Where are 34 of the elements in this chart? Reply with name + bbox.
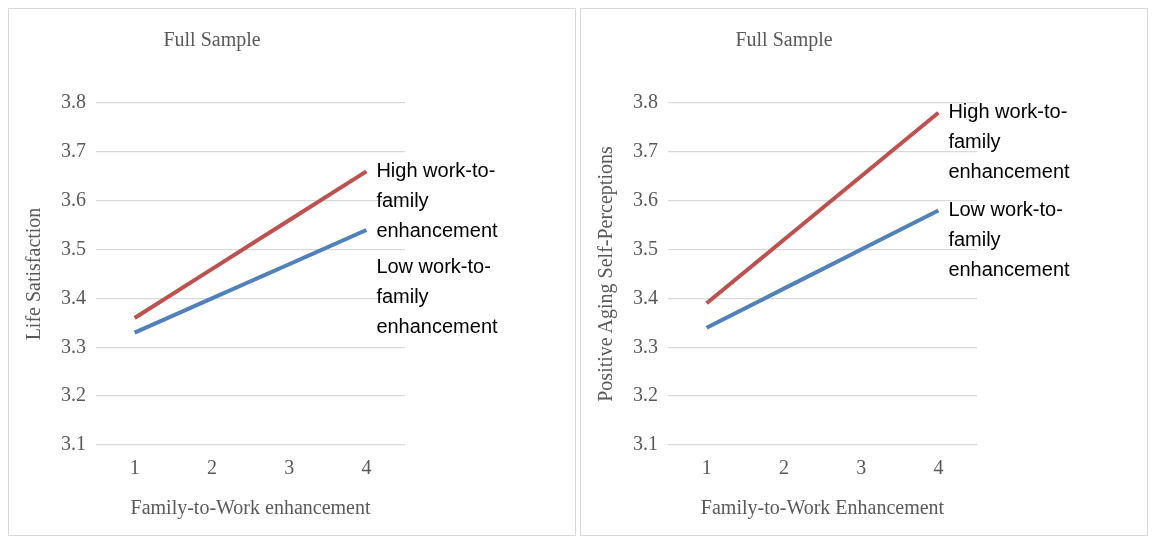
- x-tick-label: 4: [361, 456, 372, 479]
- y-tick-label: 3.2: [633, 383, 658, 406]
- y-axis-title: Life Satisfaction: [22, 207, 45, 341]
- y-tick-label: 3.8: [633, 90, 658, 113]
- y-tick-label: 3.8: [61, 90, 86, 113]
- y-tick-label: 3.5: [633, 236, 658, 259]
- y-tick-label: 3.4: [61, 285, 86, 308]
- y-tick-label: 3.3: [633, 334, 658, 357]
- x-tick-label: 1: [701, 456, 712, 479]
- y-tick-label: 3.3: [61, 334, 86, 357]
- y-tick-label: 3.7: [61, 139, 86, 162]
- y-tick-label: 3.6: [61, 187, 86, 210]
- series-label: High work-to-family enhancement: [948, 100, 1071, 183]
- series-label: High work-to-family enhancement: [376, 158, 499, 241]
- y-tick-label: 3.2: [61, 383, 86, 406]
- chart-title: Full Sample: [163, 28, 261, 52]
- x-axis-title: Family-to-Work enhancement: [130, 496, 371, 520]
- x-axis-title: Family-to-Work Enhancement: [700, 496, 945, 520]
- series-label: Low work-to-family enhancement: [376, 254, 499, 337]
- y-tick-label: 3.7: [633, 139, 658, 162]
- series-label: Low work-to-family enhancement: [948, 198, 1071, 280]
- y-tick-label: 3.1: [61, 432, 86, 455]
- x-tick-label: 2: [206, 456, 217, 479]
- x-tick-label: 2: [778, 456, 789, 479]
- x-tick-label: 3: [856, 456, 867, 479]
- y-axis-title: Positive Aging Self-Perceptions: [594, 146, 618, 402]
- x-tick-label: 1: [129, 456, 140, 479]
- x-tick-label: 3: [284, 456, 295, 479]
- y-tick-label: 3.5: [61, 236, 86, 259]
- chart-title: Full Sample: [735, 28, 833, 52]
- x-tick-label: 4: [933, 456, 944, 479]
- y-tick-label: 3.4: [633, 285, 658, 308]
- y-tick-label: 3.1: [633, 432, 658, 455]
- y-tick-label: 3.6: [633, 187, 658, 210]
